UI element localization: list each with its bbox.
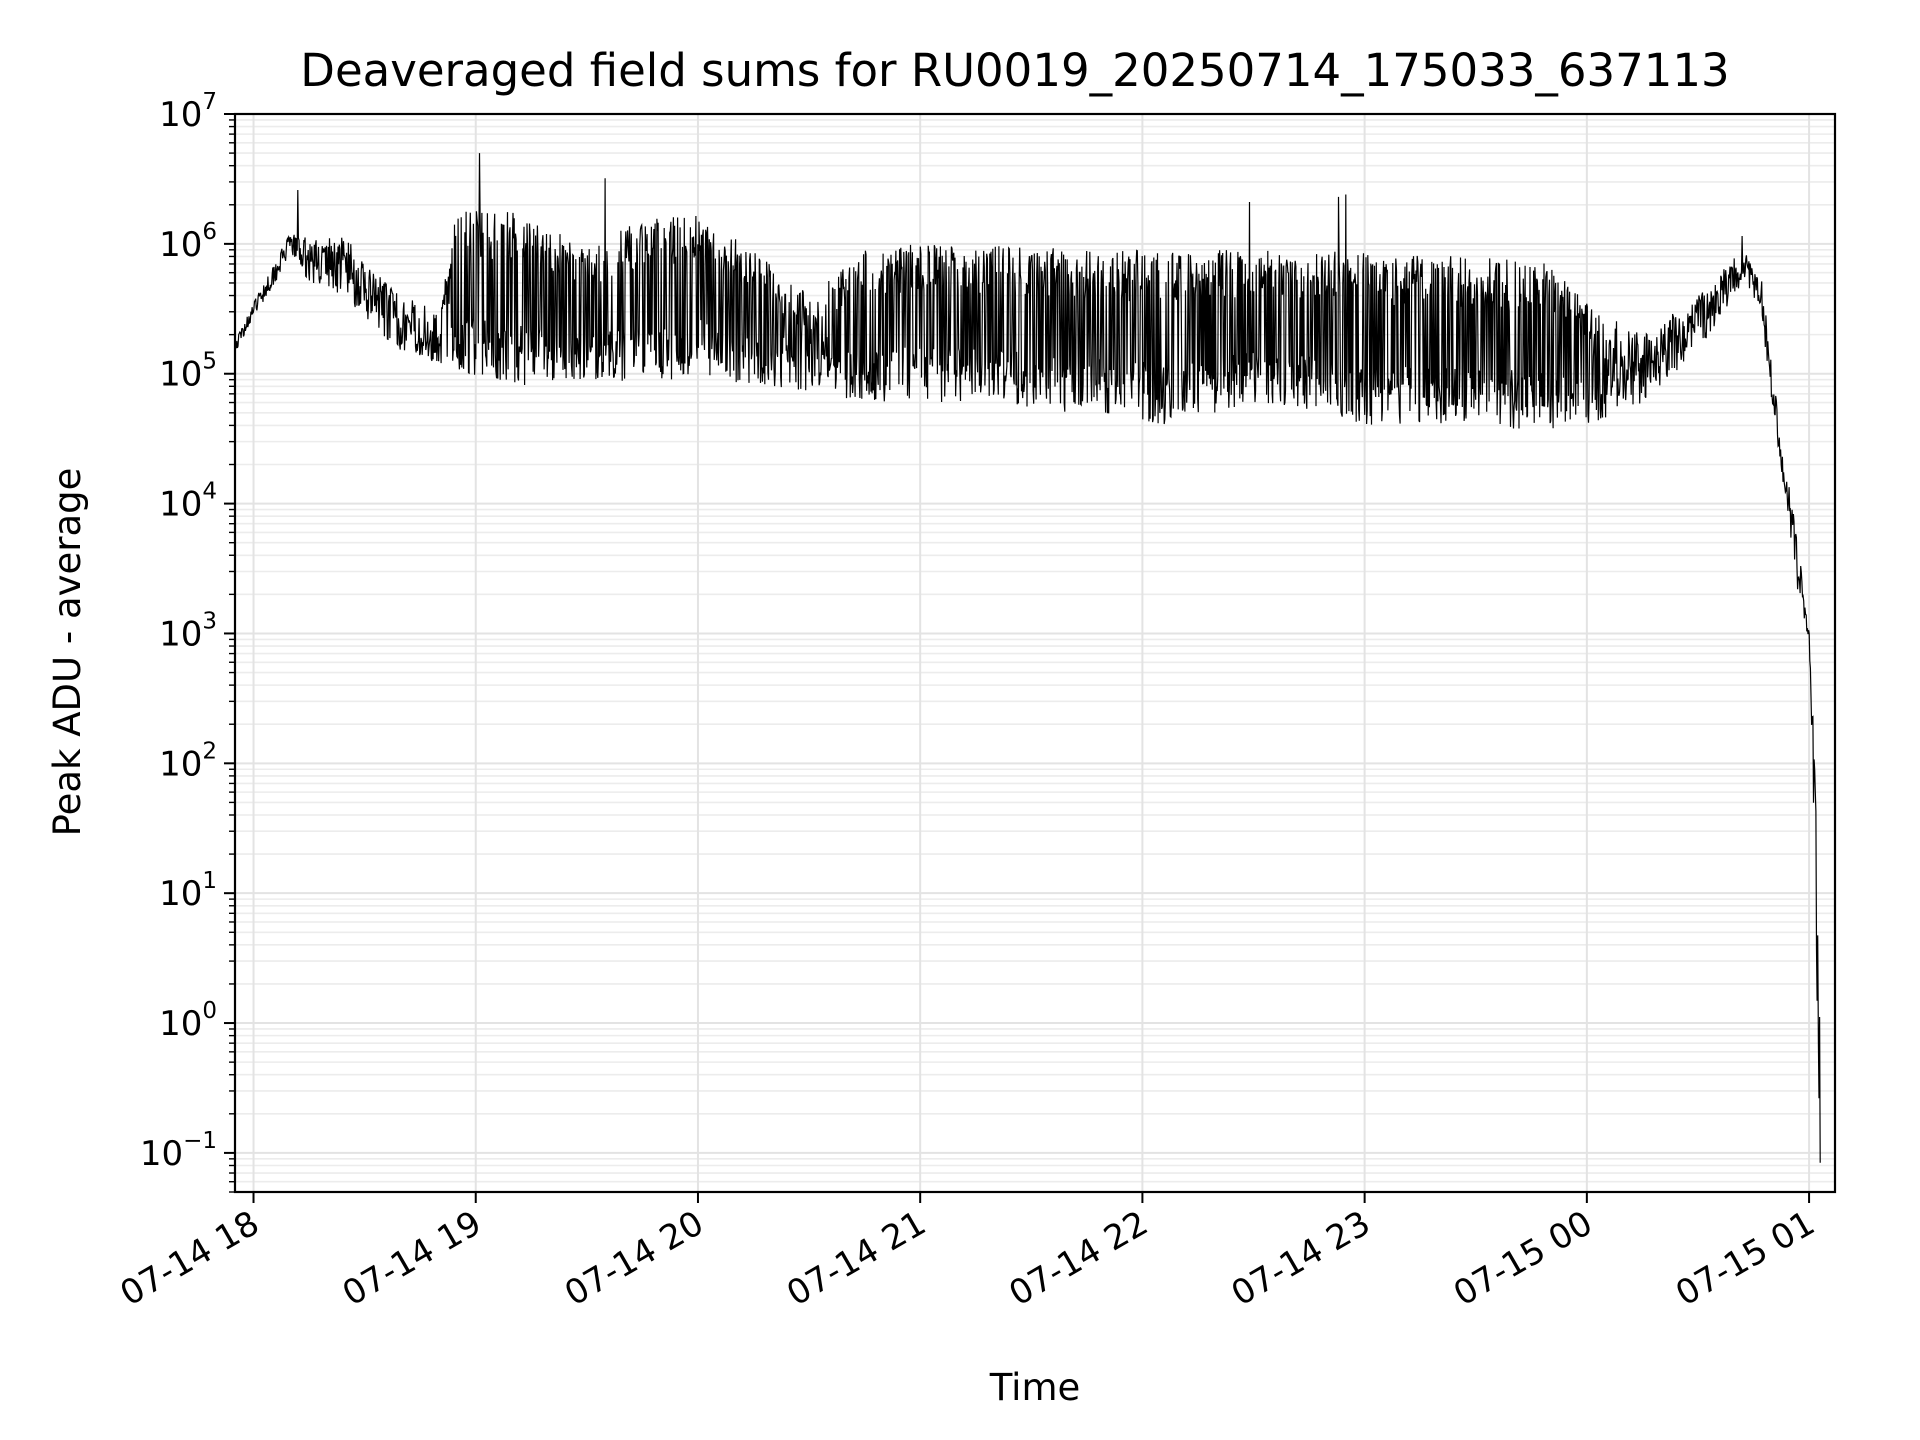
y-tick-label: 100 xyxy=(159,998,217,1044)
y-tick-label: 106 xyxy=(159,219,217,265)
y-tick-exponent: 0 xyxy=(202,998,217,1024)
y-tick-exponent: 1 xyxy=(202,868,217,894)
y-tick-base: 10 xyxy=(159,744,202,784)
y-tick-exponent: 4 xyxy=(202,479,217,505)
y-tick-label: 101 xyxy=(159,868,217,914)
y-tick-label: 103 xyxy=(159,608,217,654)
y-tick-exponent: 3 xyxy=(202,608,217,634)
series-line xyxy=(234,153,1821,1163)
y-tick-base: 10 xyxy=(140,1134,183,1174)
x-axis-title: Time xyxy=(989,1366,1081,1409)
y-tick-exponent: 2 xyxy=(202,738,217,764)
y-tick-base: 10 xyxy=(159,614,202,654)
y-tick-label: 104 xyxy=(159,479,217,525)
chart-title: Deaveraged field sums for RU0019_2025071… xyxy=(300,44,1729,97)
y-tick-base: 10 xyxy=(159,485,202,525)
y-tick-label: 102 xyxy=(159,738,217,784)
y-tick-base: 10 xyxy=(159,355,202,395)
y-axis-title: Peak ADU - average xyxy=(46,468,89,837)
y-tick-base: 10 xyxy=(159,1004,202,1044)
y-tick-label: 10−1 xyxy=(140,1128,217,1174)
y-tick-label: 107 xyxy=(159,89,217,135)
y-tick-base: 10 xyxy=(159,874,202,914)
y-tick-exponent: 5 xyxy=(202,349,217,375)
y-tick-base: 10 xyxy=(159,225,202,265)
y-tick-exponent: 7 xyxy=(202,89,217,115)
y-tick-exponent: −1 xyxy=(183,1128,217,1154)
y-tick-base: 10 xyxy=(159,95,202,135)
y-tick-exponent: 6 xyxy=(202,219,217,245)
y-tick-label: 105 xyxy=(159,349,217,395)
